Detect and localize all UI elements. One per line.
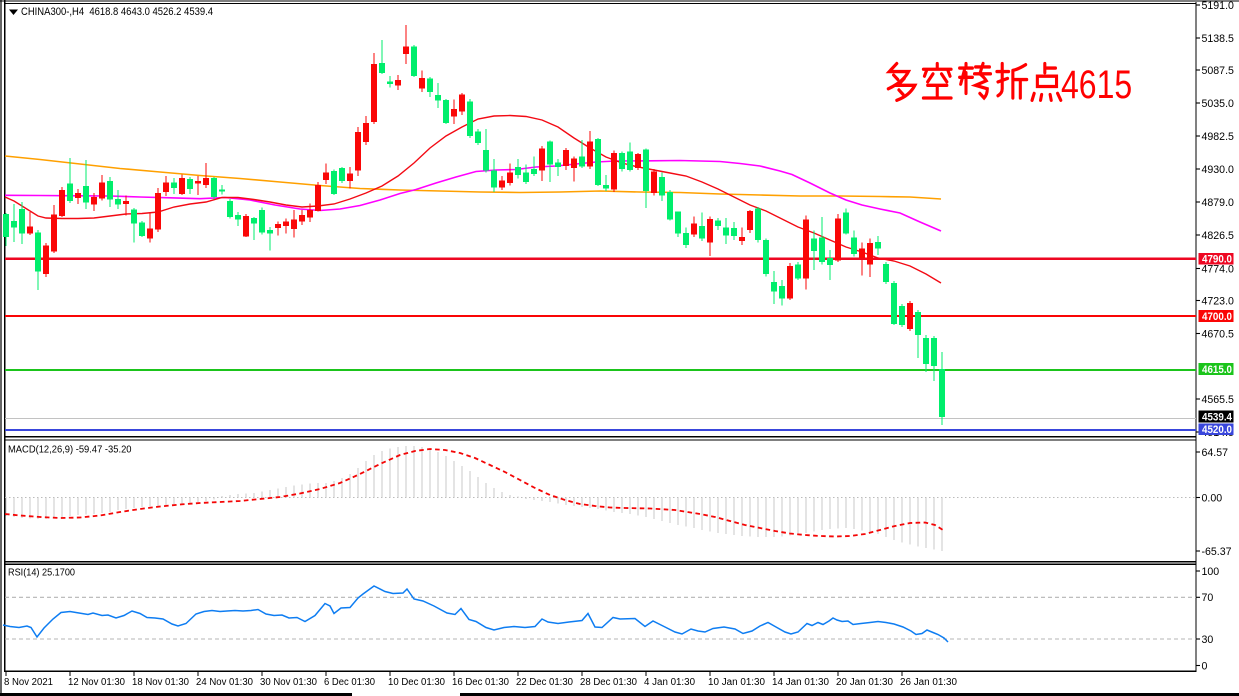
svg-text:4700.0: 4700.0: [1202, 311, 1232, 323]
svg-text:8 Nov 2021: 8 Nov 2021: [4, 677, 53, 688]
svg-text:16 Dec 01:30: 16 Dec 01:30: [452, 677, 509, 688]
svg-text:30: 30: [1202, 634, 1214, 646]
svg-text:4539.4: 4539.4: [1202, 411, 1232, 423]
svg-text:12 Nov 01:30: 12 Nov 01:30: [68, 677, 125, 688]
svg-text:100: 100: [1202, 566, 1220, 578]
svg-text:10 Jan 01:30: 10 Jan 01:30: [708, 677, 765, 688]
svg-text:4982.5: 4982.5: [1202, 131, 1235, 143]
svg-text:4670.5: 4670.5: [1202, 328, 1235, 340]
svg-text:4930.0: 4930.0: [1202, 164, 1235, 176]
svg-text:64.57: 64.57: [1202, 447, 1229, 459]
svg-text:22 Dec 01:30: 22 Dec 01:30: [516, 677, 573, 688]
svg-text:30 Nov 01:30: 30 Nov 01:30: [260, 677, 317, 688]
svg-text:6 Dec 01:30: 6 Dec 01:30: [324, 677, 375, 688]
svg-text:MACD(12,26,9) -59.47 -35.20: MACD(12,26,9) -59.47 -35.20: [8, 444, 132, 455]
svg-text:4 Jan 01:30: 4 Jan 01:30: [644, 677, 695, 688]
svg-text:70: 70: [1202, 592, 1214, 604]
svg-text:5035.0: 5035.0: [1202, 98, 1235, 110]
svg-text:4774.0: 4774.0: [1202, 263, 1235, 275]
svg-text:4565.5: 4565.5: [1202, 394, 1235, 406]
svg-text:18 Nov 01:30: 18 Nov 01:30: [132, 677, 189, 688]
svg-text:4723.0: 4723.0: [1202, 295, 1235, 307]
svg-text:-65.37: -65.37: [1202, 546, 1232, 558]
svg-text:10 Dec 01:30: 10 Dec 01:30: [388, 677, 445, 688]
svg-text:0.00: 0.00: [1202, 492, 1223, 504]
svg-text:0: 0: [1202, 660, 1208, 672]
svg-text:5087.5: 5087.5: [1202, 65, 1235, 77]
svg-text:26 Jan 01:30: 26 Jan 01:30: [900, 677, 957, 688]
svg-text:4520.0: 4520.0: [1202, 424, 1232, 436]
svg-text:4615.0: 4615.0: [1202, 364, 1232, 376]
svg-text:4615: 4615: [1061, 62, 1132, 107]
svg-text:5138.5: 5138.5: [1202, 33, 1235, 45]
svg-text:5191.0: 5191.0: [1202, 0, 1235, 12]
svg-text:24 Nov 01:30: 24 Nov 01:30: [196, 677, 253, 688]
svg-text:20 Jan 01:30: 20 Jan 01:30: [836, 677, 893, 688]
svg-text:CHINA300-,H4 4618.8 4643.0 45: CHINA300-,H4 4618.8 4643.0 4526.2 4539.4: [21, 6, 213, 18]
svg-text:4826.5: 4826.5: [1202, 230, 1235, 242]
svg-text:4790.0: 4790.0: [1202, 254, 1232, 266]
svg-text:14 Jan 01:30: 14 Jan 01:30: [772, 677, 829, 688]
svg-text:28 Dec 01:30: 28 Dec 01:30: [580, 677, 637, 688]
svg-text:RSI(14) 25.1700: RSI(14) 25.1700: [8, 568, 75, 579]
svg-text:4879.0: 4879.0: [1202, 197, 1235, 209]
